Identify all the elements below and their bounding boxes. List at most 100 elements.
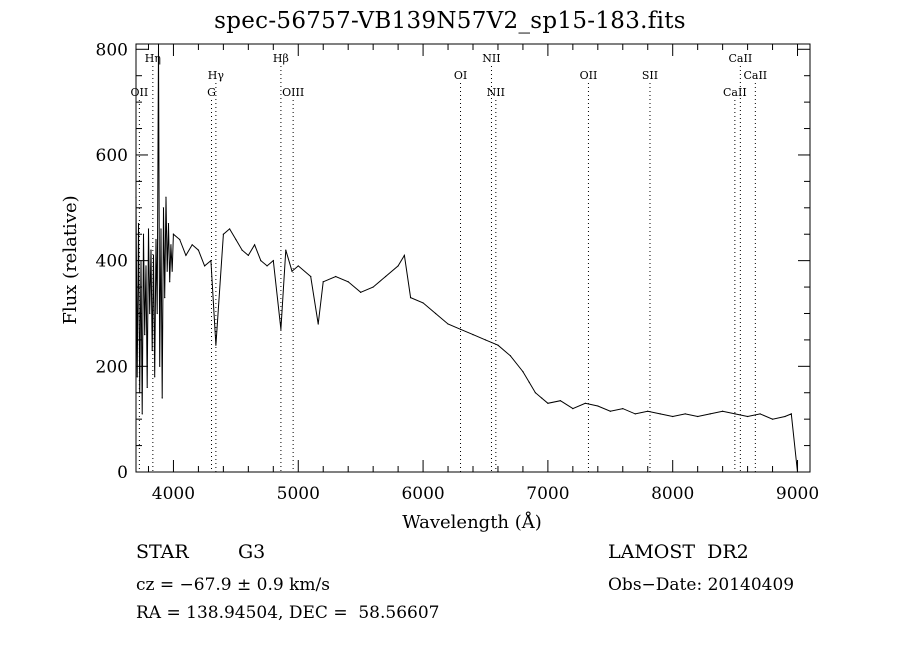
spectrum-point <box>204 265 206 267</box>
spectrum-point <box>790 413 792 415</box>
spectrum-point <box>634 413 636 415</box>
spectrum-point <box>547 402 549 404</box>
spectrum-point <box>247 254 249 256</box>
spectrum-point <box>647 410 649 412</box>
spectrum-point <box>210 260 212 262</box>
line-marker-label: CaII <box>723 86 747 99</box>
x-tick-label: 9000 <box>776 484 819 504</box>
spectrum-point <box>139 392 141 394</box>
line-marker-label: NII <box>482 52 500 65</box>
object-type: STAR <box>136 541 189 563</box>
spectrum-point <box>145 265 147 267</box>
line-marker-label: OII <box>131 86 149 99</box>
spectrum-point <box>397 265 399 267</box>
spectrum-point <box>165 196 167 198</box>
spectrum-series <box>135 43 799 473</box>
spectrum-point <box>147 228 150 230</box>
redshift-readout: cz = −67.9 ± 0.9 km/s <box>136 575 330 595</box>
y-tick-label: 600 <box>96 146 128 166</box>
spectrum-point <box>584 402 586 404</box>
spectrum-point <box>528 381 530 383</box>
spectrum-point <box>722 410 724 412</box>
spectrum-point <box>222 233 224 235</box>
spectrum-point <box>497 344 499 346</box>
x-tick-label: 6000 <box>401 484 444 504</box>
spectrum-point <box>422 302 424 304</box>
spectrum-point <box>796 471 799 473</box>
x-tick-label: 5000 <box>277 484 320 504</box>
spectrum-point <box>784 415 786 418</box>
spectrum-point <box>472 334 474 336</box>
plot-frame <box>135 43 811 473</box>
spectral-subclass: G3 <box>238 541 266 563</box>
line-marker-label: CaII <box>729 52 753 65</box>
spectrum-point <box>159 365 161 367</box>
line-marker-label: CaII <box>743 69 767 82</box>
x-tick-label: 8000 <box>651 484 694 504</box>
x-tick-label: 7000 <box>526 484 569 504</box>
survey-name: LAMOST DR2 <box>608 541 749 563</box>
spectrum-point <box>149 312 151 315</box>
spectrum-point <box>150 249 152 251</box>
spectrum-point <box>746 415 749 418</box>
spectrum-point <box>534 392 537 394</box>
spectrum-point <box>146 386 148 389</box>
spectrum-point <box>541 397 543 399</box>
spectrum-point <box>235 238 237 241</box>
spectrum-line <box>135 43 798 473</box>
line-marker-label: G <box>207 86 216 99</box>
spectrum-point <box>135 196 137 198</box>
spectrum-point <box>157 43 160 45</box>
spectrum-point <box>260 260 262 262</box>
spectrum-point <box>172 233 175 235</box>
spectrum-point <box>434 312 437 315</box>
y-tick-label: 800 <box>96 40 128 60</box>
spectrum-point <box>709 413 711 415</box>
axis-ticks: 4000 5000 6000 7000 8000 9000 0 200 400 600 800 <box>96 40 820 504</box>
spectrum-point <box>167 223 170 225</box>
spectrum-point <box>684 413 686 415</box>
spectrum-point <box>164 297 166 299</box>
spectrum-point <box>166 270 168 272</box>
spectrum-point <box>659 413 661 415</box>
spectrum-point <box>297 265 299 267</box>
spectrum-point <box>156 312 158 315</box>
spectrum-point <box>771 418 774 420</box>
spectrum-point <box>403 254 405 256</box>
spectrum-point <box>385 275 387 278</box>
spectrum-point <box>191 244 193 246</box>
chart-title: spec-56757-VB139N57V2_sp15-183.fits <box>214 8 686 34</box>
spectrum-point <box>215 344 217 346</box>
spectrum-point <box>179 238 181 241</box>
line-marker-label: Hη <box>145 52 161 65</box>
spectrum-point <box>280 328 282 330</box>
x-tick-label: 4000 <box>152 484 195 504</box>
y-tick-label: 0 <box>117 463 128 483</box>
spectrum-point <box>136 376 138 378</box>
spectrum-point <box>597 405 599 407</box>
spectral-line-markers: OII Hη Hγ G Hβ OIII OI NII NII OII SII CaII CaII CaII <box>131 52 767 472</box>
spectrum-point <box>622 407 624 410</box>
line-marker-label: NII <box>487 86 505 99</box>
line-marker-label: Hβ <box>273 52 289 65</box>
spectrum-point <box>162 207 165 209</box>
spectrum-point <box>347 281 349 283</box>
y-axis-label: Flux (relative) <box>60 195 81 324</box>
spectrum-point <box>169 281 171 283</box>
spectrum-point <box>170 244 172 246</box>
spectrum-point <box>197 249 200 251</box>
spectrum-point <box>266 265 268 267</box>
plot-axes <box>135 43 811 473</box>
spectrum-point <box>409 297 412 299</box>
spectrum-point <box>161 397 163 399</box>
spectrum-point <box>155 238 157 241</box>
spectrum-point <box>759 413 761 415</box>
spectrum-point <box>272 260 274 262</box>
spectrum-point <box>144 334 146 336</box>
spectrum-point <box>509 355 512 357</box>
y-tick-label: 400 <box>96 252 128 272</box>
observation-date: Obs−Date: 20140409 <box>608 575 795 595</box>
spectrum-point <box>137 223 140 225</box>
spectrum-point <box>152 254 155 256</box>
